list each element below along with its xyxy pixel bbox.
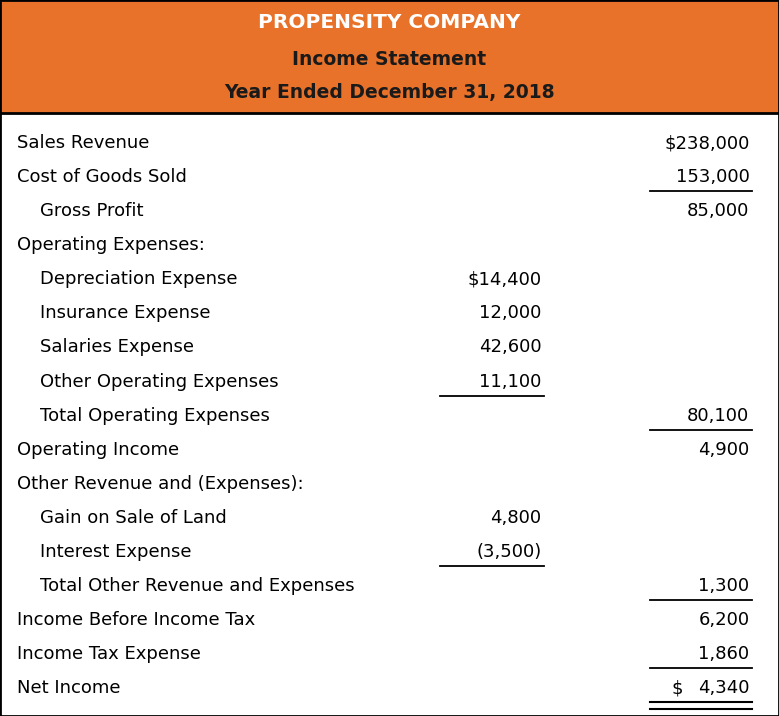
Text: 4,340: 4,340 [698,679,749,697]
Text: Year Ended December 31, 2018: Year Ended December 31, 2018 [224,83,555,102]
Text: Net Income: Net Income [17,679,121,697]
Text: Income Before Income Tax: Income Before Income Tax [17,611,256,629]
Text: Sales Revenue: Sales Revenue [17,134,150,152]
Text: Insurance Expense: Insurance Expense [17,304,210,322]
Text: $14,400: $14,400 [467,271,541,289]
Text: Operating Income: Operating Income [17,441,179,459]
Text: 85,000: 85,000 [687,202,749,221]
Text: Other Revenue and (Expenses):: Other Revenue and (Expenses): [17,475,304,493]
Text: Income Tax Expense: Income Tax Expense [17,645,201,663]
Text: Total Other Revenue and Expenses: Total Other Revenue and Expenses [17,577,354,595]
Text: 4,900: 4,900 [698,441,749,459]
Bar [0,113,779,716]
Bar [0,0,779,113]
Text: $238,000: $238,000 [664,134,749,152]
Text: 153,000: 153,000 [675,168,749,186]
Text: 42,600: 42,600 [479,339,541,357]
Text: Gain on Sale of Land: Gain on Sale of Land [17,509,227,527]
Text: Depreciation Expense: Depreciation Expense [17,271,238,289]
Text: Income Statement: Income Statement [292,50,487,69]
Text: 12,000: 12,000 [479,304,541,322]
Text: $: $ [671,679,683,697]
Text: 80,100: 80,100 [687,407,749,425]
Text: Total Operating Expenses: Total Operating Expenses [17,407,270,425]
Text: 4,800: 4,800 [490,509,541,527]
Text: Interest Expense: Interest Expense [17,543,192,561]
Text: Salaries Expense: Salaries Expense [17,339,194,357]
Text: PROPENSITY COMPANY: PROPENSITY COMPANY [259,13,520,32]
Text: 1,860: 1,860 [698,645,749,663]
Text: Operating Expenses:: Operating Expenses: [17,236,205,254]
Text: (3,500): (3,500) [476,543,541,561]
Text: 6,200: 6,200 [698,611,749,629]
Text: Other Operating Expenses: Other Operating Expenses [17,372,279,390]
Text: Gross Profit: Gross Profit [17,202,143,221]
Text: 1,300: 1,300 [698,577,749,595]
Text: Cost of Goods Sold: Cost of Goods Sold [17,168,187,186]
Text: 11,100: 11,100 [479,372,541,390]
